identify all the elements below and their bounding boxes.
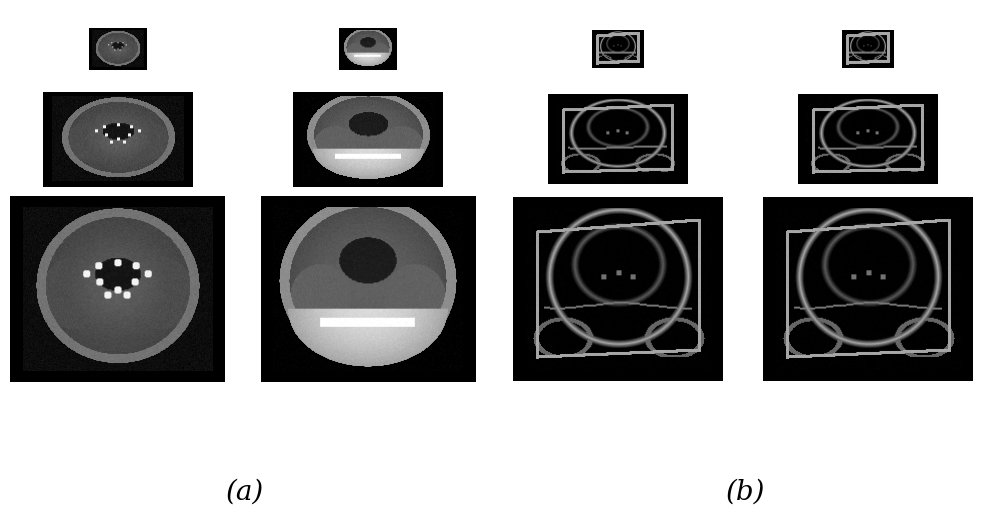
Bar xyxy=(43,92,193,187)
Bar xyxy=(548,94,688,185)
Bar xyxy=(763,198,973,381)
Bar xyxy=(798,94,938,185)
Text: (a): (a) xyxy=(226,479,264,506)
Bar xyxy=(89,28,147,70)
Bar xyxy=(293,92,443,187)
Bar xyxy=(842,29,894,68)
Bar xyxy=(10,196,225,382)
Bar xyxy=(592,29,644,68)
Bar xyxy=(339,28,397,70)
Text: (b): (b) xyxy=(725,479,765,506)
Bar xyxy=(513,198,723,381)
Bar xyxy=(260,196,476,382)
